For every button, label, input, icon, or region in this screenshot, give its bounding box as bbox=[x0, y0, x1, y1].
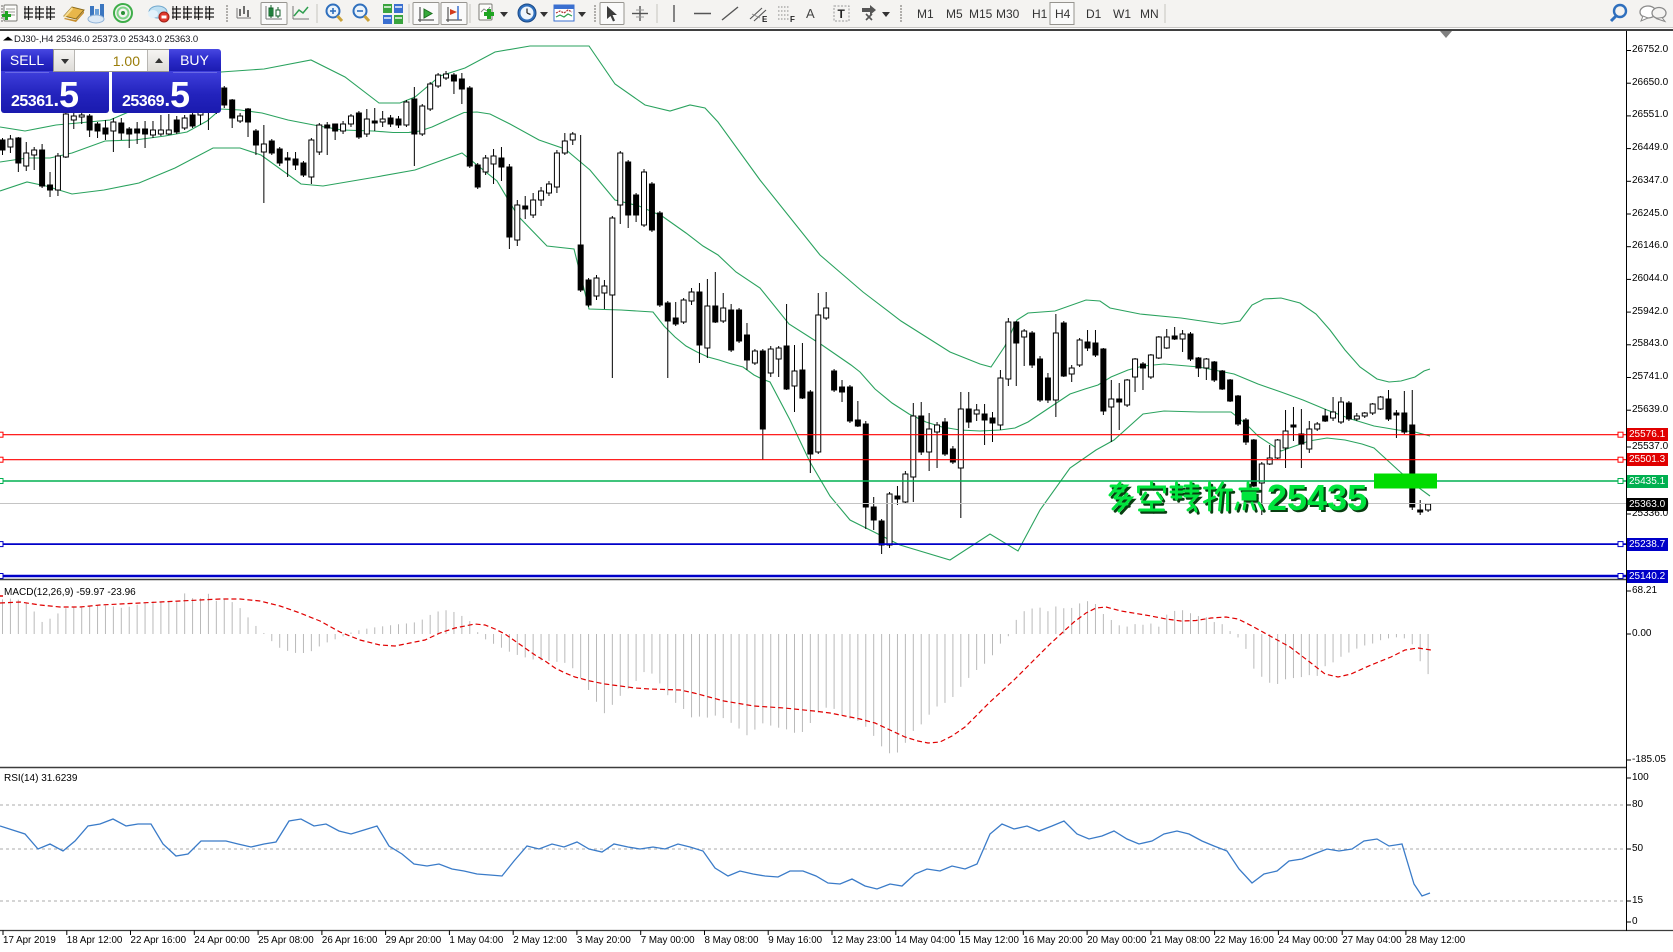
svg-text:F: F bbox=[790, 15, 795, 24]
svg-text:E: E bbox=[762, 15, 768, 24]
svg-text:25435: 25435 bbox=[1269, 479, 1369, 520]
svg-text:D1: D1 bbox=[1086, 7, 1102, 21]
svg-text:M15: M15 bbox=[969, 7, 993, 21]
svg-text:A: A bbox=[806, 6, 815, 21]
svg-text:H4: H4 bbox=[1055, 7, 1071, 21]
svg-text:M30: M30 bbox=[996, 7, 1020, 21]
svg-text:T: T bbox=[838, 7, 846, 21]
svg-text:25435: 25435 bbox=[1267, 477, 1367, 518]
svg-text:MN: MN bbox=[1140, 7, 1159, 21]
svg-text:W1: W1 bbox=[1113, 7, 1131, 21]
svg-text:H1: H1 bbox=[1032, 7, 1048, 21]
svg-text:M1: M1 bbox=[917, 7, 934, 21]
svg-text:M5: M5 bbox=[946, 7, 963, 21]
